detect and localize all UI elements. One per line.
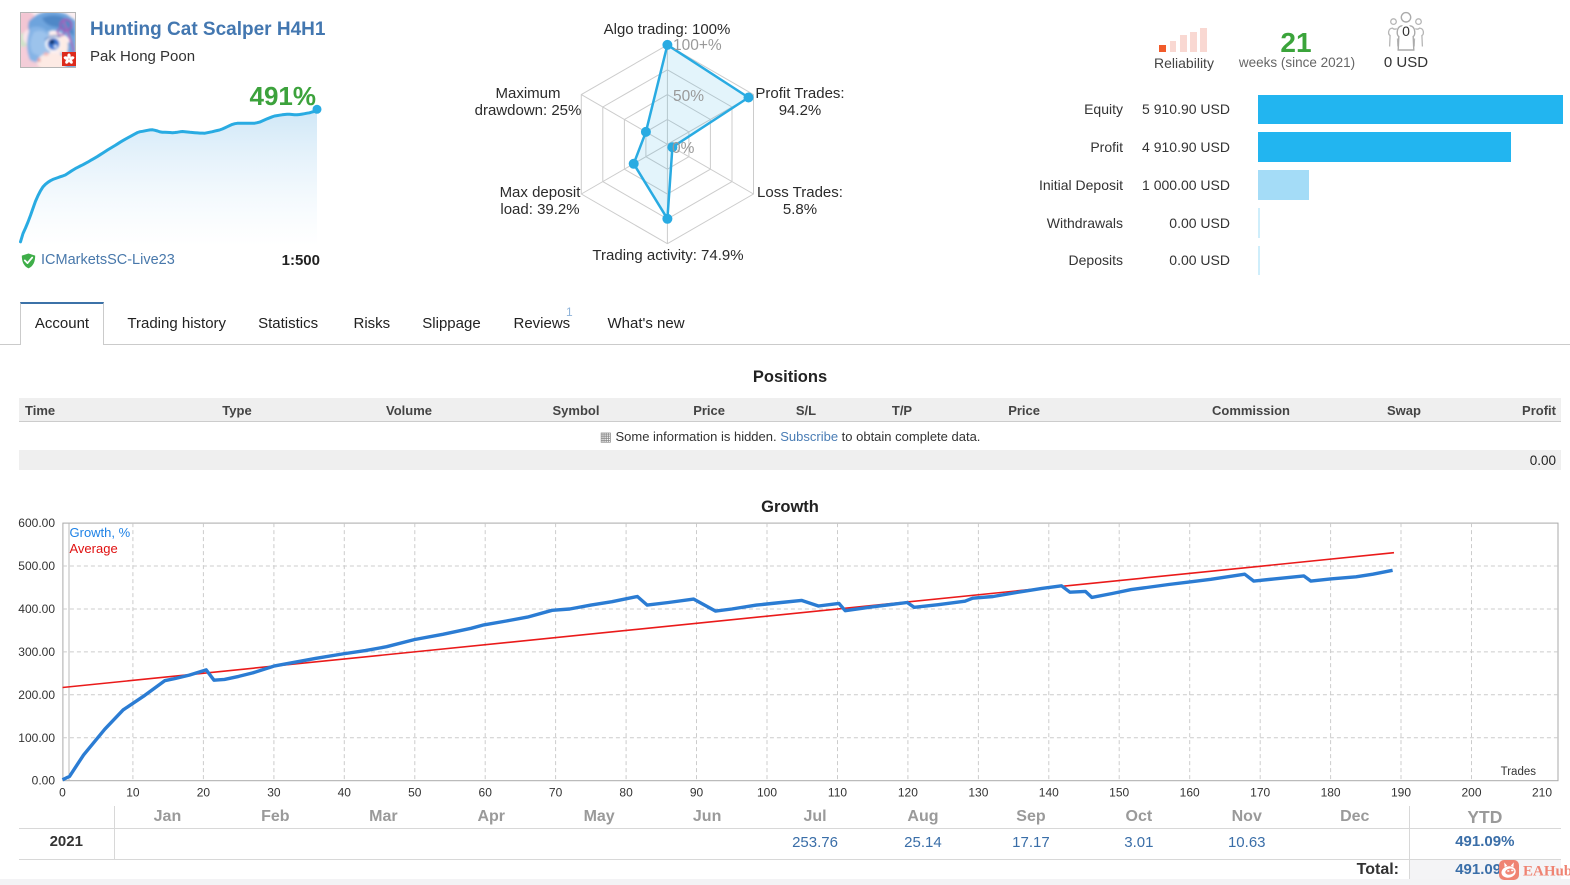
svg-text:110: 110 (828, 786, 847, 800)
svg-text:EAHub: EAHub (1523, 864, 1570, 880)
svg-text:90: 90 (690, 786, 704, 800)
svg-text:Average: Average (70, 541, 118, 556)
svg-text:50%: 50% (673, 88, 704, 105)
svg-text:500.00: 500.00 (18, 559, 55, 573)
svg-text:0.00: 0.00 (32, 774, 56, 788)
svg-text:200: 200 (1461, 786, 1481, 800)
svg-text:40: 40 (338, 786, 352, 800)
svg-text:130: 130 (968, 786, 988, 800)
svg-text:190: 190 (1391, 786, 1411, 800)
svg-text:170: 170 (1250, 786, 1270, 800)
svg-text:60: 60 (479, 786, 493, 800)
svg-text:0%: 0% (672, 140, 695, 157)
svg-text:30: 30 (267, 786, 281, 800)
svg-text:300.00: 300.00 (18, 645, 55, 659)
svg-text:0: 0 (59, 786, 66, 800)
svg-text:140: 140 (1039, 786, 1059, 800)
svg-text:210: 210 (1532, 786, 1552, 800)
svg-text:150: 150 (1109, 786, 1129, 800)
svg-text:100: 100 (757, 786, 777, 800)
svg-text:50: 50 (408, 786, 422, 800)
svg-text:100+%: 100+% (673, 37, 722, 54)
svg-text:Trades: Trades (1501, 766, 1537, 778)
svg-text:20: 20 (197, 786, 211, 800)
svg-text:120: 120 (898, 786, 918, 800)
svg-text:200.00: 200.00 (18, 688, 55, 702)
svg-text:100.00: 100.00 (18, 731, 55, 745)
svg-text:70: 70 (549, 786, 563, 800)
svg-text:80: 80 (619, 786, 633, 800)
svg-text:0: 0 (1402, 23, 1410, 39)
svg-text:10: 10 (126, 786, 140, 800)
svg-text:400.00: 400.00 (18, 602, 55, 616)
svg-text:Growth, %: Growth, % (70, 525, 131, 540)
svg-text:180: 180 (1321, 786, 1341, 800)
svg-text:600.00: 600.00 (18, 516, 55, 530)
svg-text:160: 160 (1180, 786, 1200, 800)
